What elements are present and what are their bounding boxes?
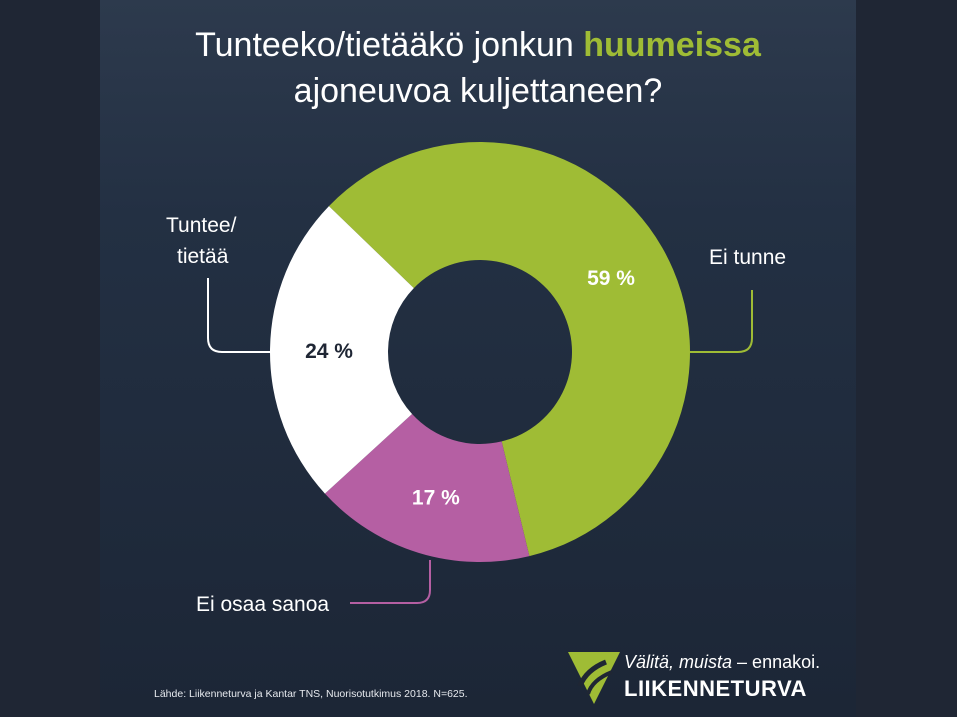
donut-slice-tuntee-tietää: [270, 206, 414, 494]
leader-line-tuntee: [207, 278, 271, 353]
source-note: Lähde: Liikenneturva ja Kantar TNS, Nuor…: [154, 688, 468, 700]
label-tuntee-line1: Tuntee/: [166, 214, 237, 237]
label-tuntee-line2: tietää: [177, 245, 229, 268]
label-ei-osaa-sanoa: Ei osaa sanoa: [196, 593, 329, 616]
slice-value-label: 24 %: [305, 340, 353, 363]
logo-slogan: Välitä, muista – ennakoi.: [624, 652, 820, 673]
title-line2: ajoneuvoa kuljettaneen?: [293, 72, 663, 110]
label-ei-tunne: Ei tunne: [709, 246, 786, 269]
slice-value-label: 59 %: [587, 267, 635, 290]
title-highlight: huumeissa: [583, 26, 761, 64]
donut-slices: 59 % 17 % 24 %: [270, 142, 690, 562]
slogan-italic: Välitä, muista: [624, 652, 733, 672]
donut-slice-ei-tunne: [328, 142, 690, 557]
liikenneturva-logo: Välitä, muista – ennakoi. LIIKENNETURVA: [566, 650, 826, 710]
slogan-rest: – ennakoi.: [732, 652, 821, 672]
title-line1-pre: Tunteeko/tietääkö jonkun: [195, 26, 584, 64]
chart-title: Tunteeko/tietääkö jonkun huumeissa ajone…: [100, 22, 856, 114]
logo-brand: LIIKENNETURVA: [624, 676, 807, 701]
leader-line-ei-tunne: [688, 290, 753, 353]
leader-line-ei-osaa: [350, 560, 431, 604]
liikenneturva-triangle-icon: [568, 652, 620, 704]
background-panel: [100, 0, 856, 717]
donut-slice-ei-osaa-sanoa: [324, 414, 530, 562]
slice-value-label: 17 %: [412, 486, 460, 509]
